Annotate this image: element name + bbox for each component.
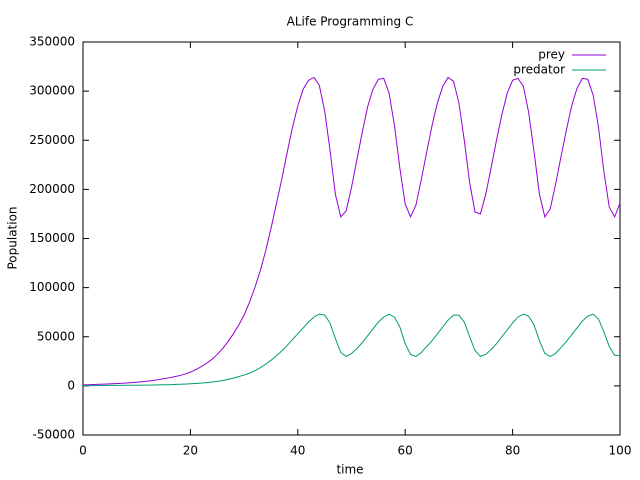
x-tick-label: 0 (79, 444, 87, 458)
y-tick-label: 200000 (29, 182, 75, 196)
legend-label: predator (513, 63, 565, 77)
series-line (82, 313, 620, 387)
y-tick-label: 250000 (29, 133, 75, 147)
y-tick-label: 300000 (29, 84, 75, 98)
x-tick-label: 100 (609, 444, 632, 458)
y-axis-label: Population (6, 206, 20, 269)
legend-label: prey (538, 48, 565, 62)
y-tick-label: 100000 (29, 280, 75, 294)
y-tick-label: 150000 (29, 231, 75, 245)
x-tick-label: 80 (505, 444, 520, 458)
x-tick-label: 20 (183, 444, 198, 458)
chart-title: ALife Programming C (287, 15, 414, 29)
x-axis-label: time (336, 463, 363, 477)
series-line (82, 76, 621, 386)
y-tick-label: 50000 (37, 329, 75, 343)
x-tick-label: 60 (398, 444, 413, 458)
y-tick-label: 0 (67, 378, 75, 392)
y-tick-label: 350000 (29, 35, 75, 49)
y-tick-label: -50000 (32, 428, 75, 442)
x-tick-label: 40 (290, 444, 305, 458)
